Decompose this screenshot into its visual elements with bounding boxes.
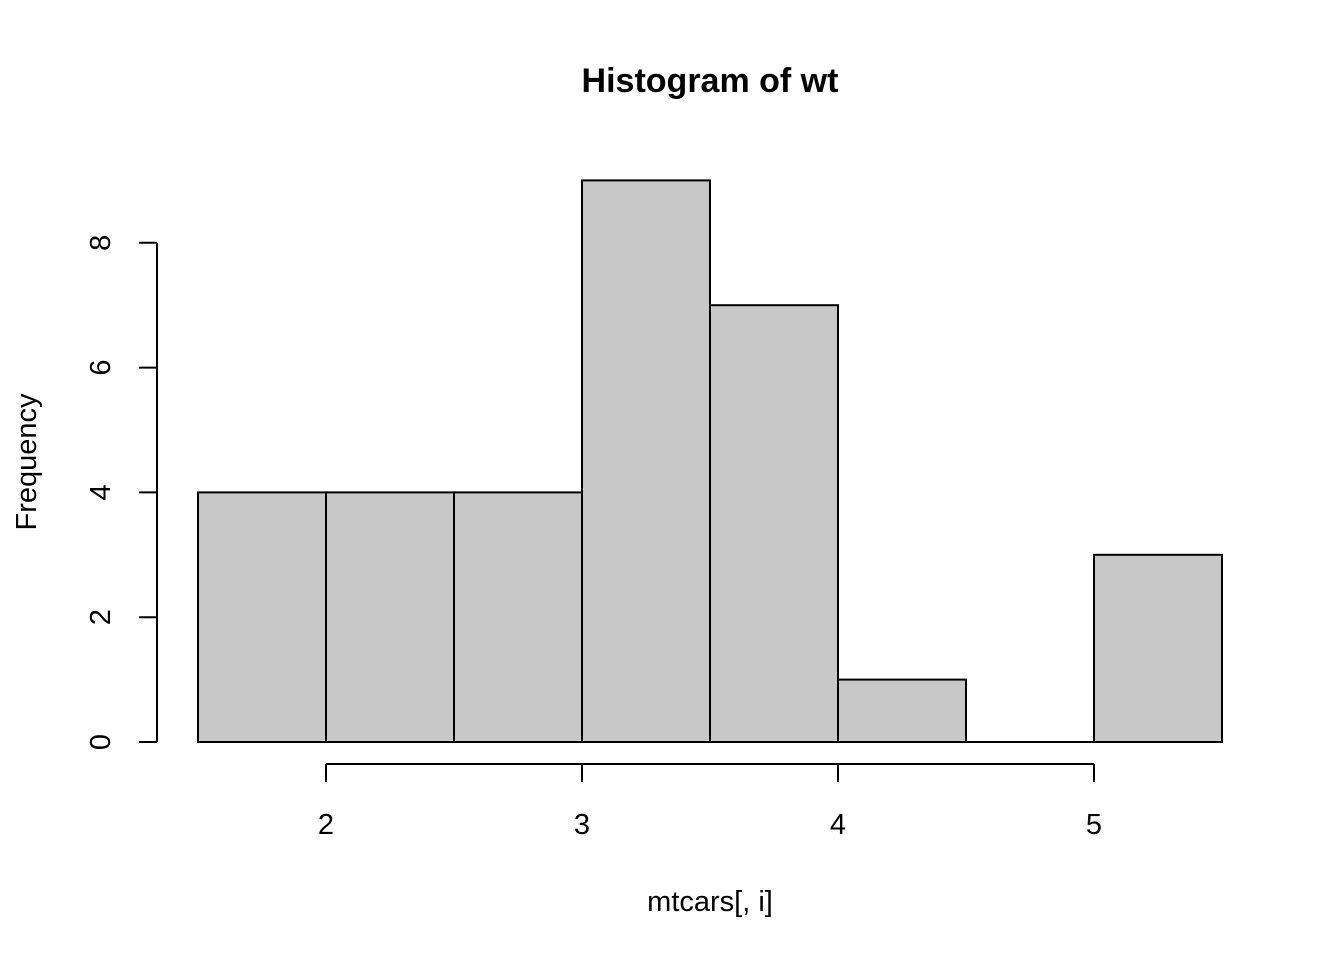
x-tick-label-4: 4	[830, 809, 846, 841]
histogram-bar-5	[837, 678, 967, 743]
y-tick-label-6: 6	[85, 360, 117, 376]
y-tick-label-4: 4	[85, 484, 117, 500]
x-tick-label-3: 3	[574, 809, 590, 841]
x-axis-label: mtcars[, i]	[647, 886, 773, 918]
y-tick-label-8: 8	[85, 235, 117, 251]
x-tick-label-5: 5	[1086, 809, 1102, 841]
bars-group	[197, 179, 1223, 743]
histogram-bar-0	[197, 491, 327, 743]
histogram-bar-3	[581, 179, 711, 743]
y-axis: 0 2 4 6 8	[85, 235, 158, 750]
histogram-bar-7	[1093, 553, 1223, 743]
histogram-bar-1	[325, 491, 455, 743]
y-axis-label: Frequency	[11, 393, 43, 531]
y-tick-label-2: 2	[85, 609, 117, 625]
x-tick-label-2: 2	[318, 809, 334, 841]
x-axis: 2 3 4 5	[318, 763, 1102, 841]
chart-title: Histogram of wt	[582, 62, 839, 100]
histogram-bar-2	[453, 491, 583, 743]
histogram-bar-4	[709, 304, 839, 743]
y-tick-label-0: 0	[85, 734, 117, 750]
